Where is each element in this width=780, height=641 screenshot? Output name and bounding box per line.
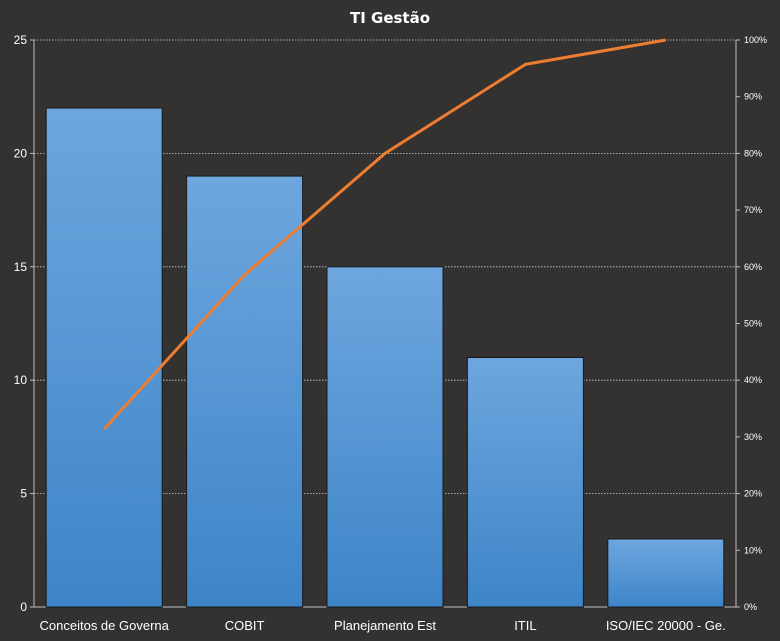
y2-tick-label: 80% [744, 148, 762, 158]
y-tick-label: 20 [14, 146, 28, 160]
category-label: ISO/IEC 20000 - Ge. [606, 618, 726, 633]
bar [326, 266, 444, 608]
bars [45, 107, 725, 608]
category-label: COBIT [225, 618, 265, 633]
y2-tick-label: 70% [744, 205, 762, 215]
chart-title: TI Gestão [350, 9, 430, 27]
y2-tick-label: 60% [744, 262, 762, 272]
y2-tick-label: 30% [744, 432, 762, 442]
left-axis-ticks: 0 5 10 15 20 25 [14, 33, 28, 614]
y-tick-label: 15 [14, 260, 28, 274]
cumulative-series-line [103, 38, 667, 430]
y2-tick-label: 0% [744, 602, 757, 612]
bar [186, 175, 304, 608]
y2-tick-label: 10% [744, 545, 762, 555]
y2-tick-label: 100% [744, 35, 767, 45]
right-axis-ticks: 0% 10% 20% 30% 40% 50% 60% 70% 80% 90% 100% [744, 35, 767, 612]
bar [466, 357, 584, 608]
y2-tick-label: 50% [744, 319, 762, 329]
y-tick-label: 5 [20, 487, 27, 501]
bar [607, 538, 725, 608]
y-tick-label: 10 [14, 373, 28, 387]
y-tick-label: 0 [20, 600, 27, 614]
category-label: Planejamento Est [334, 618, 436, 633]
cumulative-line [103, 38, 667, 430]
category-labels: Conceitos de Governa COBIT Planejamento Es… [40, 618, 726, 633]
y2-tick-label: 90% [744, 92, 762, 102]
y-tick-label: 25 [14, 33, 28, 47]
y2-tick-label: 40% [744, 375, 762, 385]
y2-tick-label: 20% [744, 489, 762, 499]
category-label: Conceitos de Governa [40, 618, 170, 633]
category-label: ITIL [514, 618, 536, 633]
bar [45, 107, 163, 608]
